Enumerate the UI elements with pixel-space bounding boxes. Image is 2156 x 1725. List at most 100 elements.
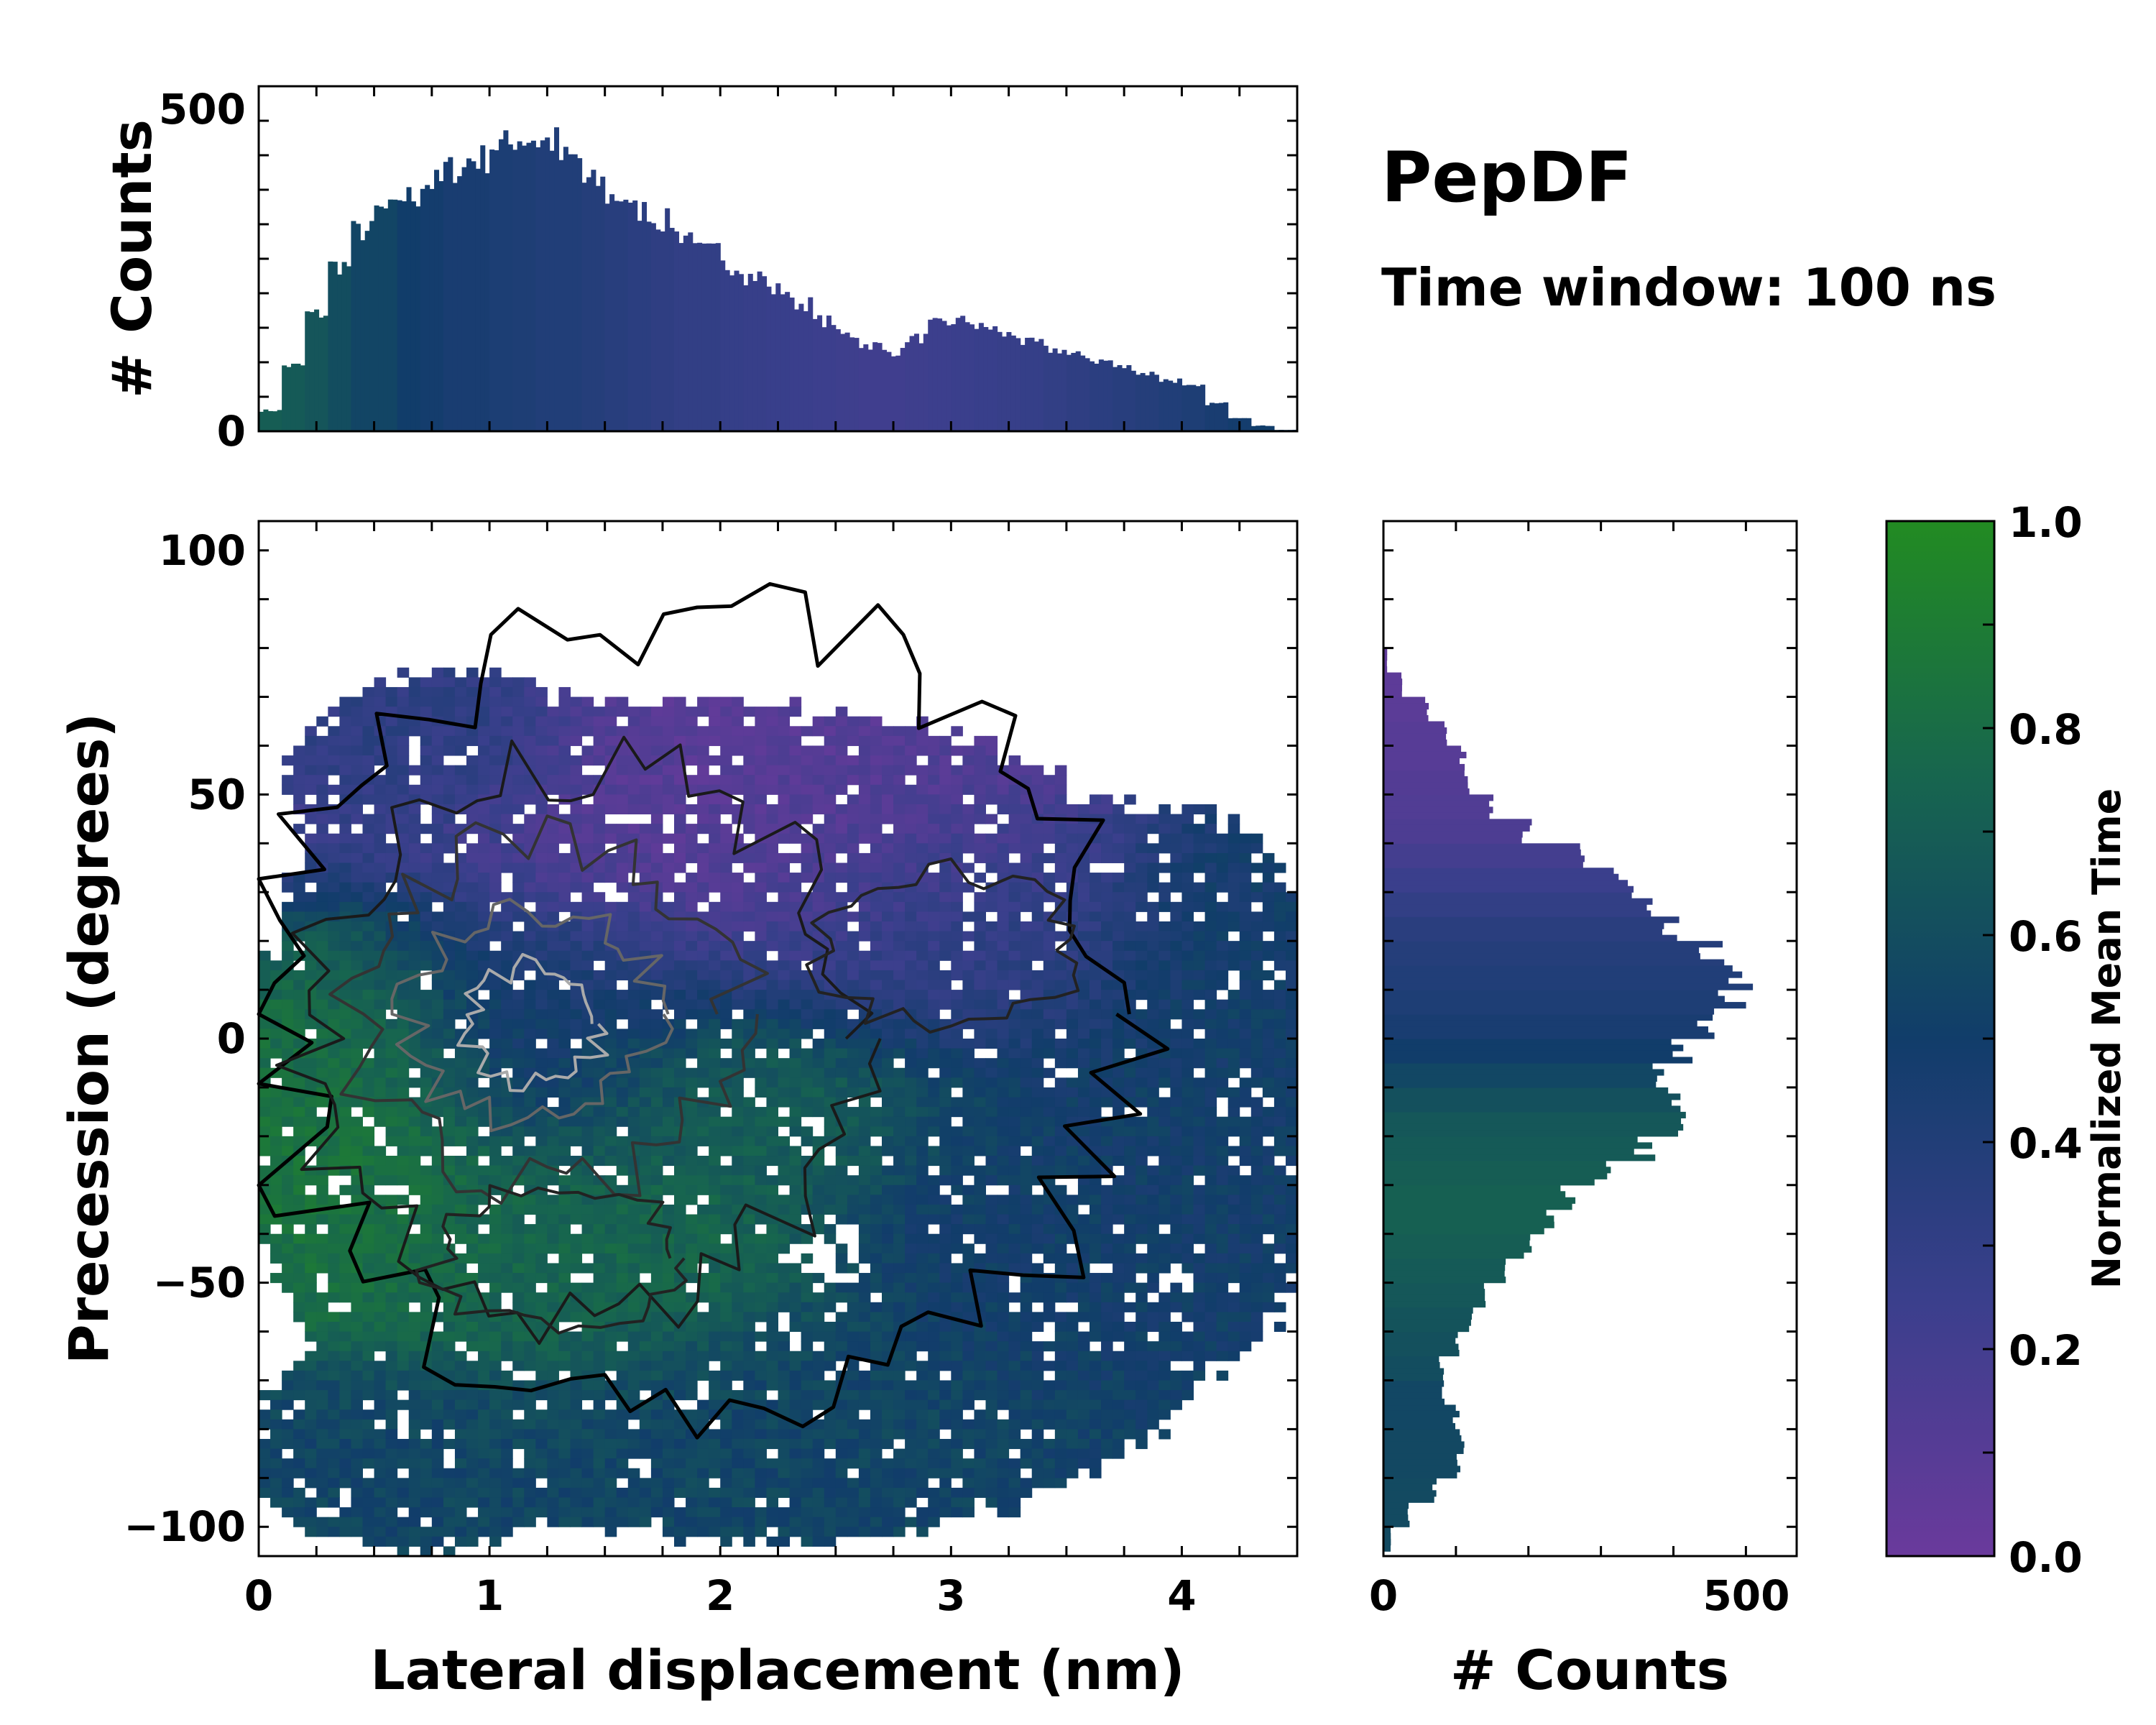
heatmap-cell (512, 1321, 525, 1333)
heatmap-cell (293, 1312, 305, 1322)
heatmap-cell (916, 901, 929, 912)
heatmap-cell (916, 1077, 929, 1088)
heatmap-cell (732, 1468, 744, 1478)
heatmap-cell (351, 804, 363, 815)
heatmap-cell (916, 1468, 929, 1478)
top-ytick-label-0: 0 (217, 407, 246, 456)
heatmap-cell (835, 892, 848, 903)
heatmap-cell (570, 1253, 583, 1264)
top-histogram-bar (1103, 360, 1109, 431)
heatmap-cell (720, 1146, 732, 1156)
heatmap-cell (627, 784, 640, 795)
heatmap-cell (282, 1048, 294, 1059)
heatmap-cell (686, 1156, 698, 1167)
heatmap-cell (374, 1302, 387, 1312)
heatmap-cell (478, 696, 490, 707)
heatmap-cell (339, 990, 351, 1000)
heatmap-cell (478, 1253, 490, 1264)
heatmap-cell (650, 990, 663, 1000)
heatmap-cell (616, 1233, 629, 1244)
heatmap-cell (650, 1116, 663, 1127)
heatmap-cell (581, 1126, 594, 1137)
heatmap-cell (374, 775, 387, 786)
heatmap-cell (293, 882, 305, 893)
top-histogram-bar (1140, 372, 1146, 431)
heatmap-cell (397, 941, 410, 952)
heatmap-cell (512, 1361, 525, 1371)
heatmap-cell (905, 1214, 917, 1225)
heatmap-cell (351, 1136, 363, 1146)
heatmap-cell (732, 1448, 744, 1459)
heatmap-cell (755, 1390, 767, 1401)
heatmap-cell (454, 1351, 467, 1361)
heatmap-cell (766, 1507, 778, 1518)
heatmap-cell (720, 1214, 732, 1225)
heatmap-cell (351, 1018, 363, 1029)
heatmap-cell (293, 1184, 305, 1195)
heatmap-cell (951, 941, 963, 952)
heatmap-cell (558, 1351, 571, 1361)
heatmap-cell (570, 1361, 583, 1371)
heatmap-cell (939, 824, 952, 834)
heatmap-cell (443, 901, 456, 912)
heatmap-cell (801, 784, 814, 795)
heatmap-cell (454, 686, 467, 698)
heatmap-cell (351, 1116, 363, 1127)
heatmap-cell (259, 1419, 271, 1430)
heatmap-cell (293, 990, 305, 1000)
heatmap-cell (755, 1312, 767, 1322)
heatmap-cell (778, 862, 791, 873)
heatmap-cell (501, 1126, 513, 1137)
heatmap-cell (316, 1331, 328, 1342)
figure-subtitle: Time window: 100 ns (1381, 257, 1996, 318)
heatmap-cell (650, 1448, 663, 1459)
heatmap-cell (593, 1351, 606, 1361)
heatmap-cell (316, 775, 328, 786)
heatmap-cell (755, 882, 767, 893)
heatmap-cell (639, 1018, 652, 1029)
top-histogram-bar (821, 327, 827, 431)
heatmap-cell (604, 1107, 617, 1118)
heatmap-cell (686, 804, 698, 815)
heatmap-cell (639, 873, 652, 883)
heatmap-cell (928, 1175, 940, 1186)
heatmap-cell (709, 1214, 721, 1225)
heatmap-cell (812, 1321, 825, 1333)
heatmap-cell (339, 1429, 351, 1440)
heatmap-cell (616, 1165, 629, 1176)
heatmap-cell (720, 1487, 732, 1498)
heatmap-cell (743, 862, 755, 873)
heatmap-cell (581, 1507, 594, 1518)
heatmap-cell (593, 1233, 606, 1244)
heatmap-cell (616, 1107, 629, 1118)
heatmap-cell (951, 833, 963, 844)
heatmap-cell (650, 833, 663, 844)
heatmap-cell (374, 1487, 387, 1498)
heatmap-cell (639, 1351, 652, 1361)
heatmap-cell (558, 931, 571, 942)
heatmap-cell (385, 1067, 398, 1078)
heatmap-cell (524, 1458, 536, 1469)
heatmap-cell (282, 1233, 294, 1244)
top-histogram-bar (646, 221, 652, 431)
heatmap-cell (547, 1058, 559, 1069)
heatmap-cell (270, 960, 282, 971)
heatmap-cell (478, 1507, 490, 1518)
heatmap-cell (466, 1497, 479, 1508)
heatmap-cell (501, 1029, 513, 1039)
heatmap-cell (905, 804, 917, 815)
heatmap-cell (558, 882, 571, 893)
heatmap-cell (639, 1175, 652, 1186)
heatmap-cell (362, 1107, 375, 1118)
heatmap-cell (801, 1478, 814, 1489)
heatmap-cell (928, 950, 940, 961)
heatmap-cell (858, 1380, 871, 1391)
heatmap-cell (835, 784, 848, 795)
heatmap-cell (789, 1175, 802, 1186)
heatmap-cell (547, 1341, 559, 1352)
heatmap-cell (282, 980, 294, 990)
heatmap-cell (639, 892, 652, 903)
heatmap-cell (524, 892, 536, 903)
heatmap-cell (905, 1058, 917, 1069)
heatmap-cell (512, 970, 525, 980)
